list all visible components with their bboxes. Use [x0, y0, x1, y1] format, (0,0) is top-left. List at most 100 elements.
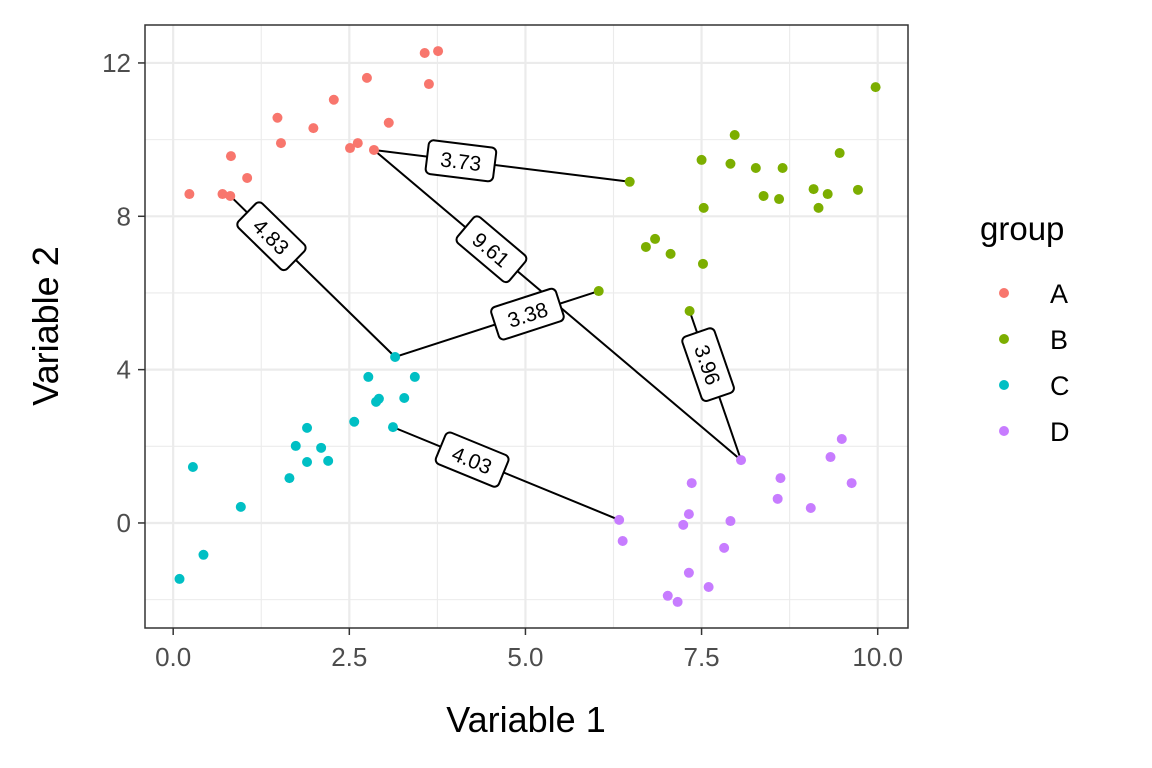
data-point-A — [361, 72, 372, 83]
x-tick-label: 2.5 — [331, 642, 367, 672]
data-point-D — [825, 452, 836, 463]
data-point-C — [387, 422, 398, 433]
data-point-A — [345, 143, 356, 154]
data-point-D — [686, 478, 697, 489]
data-point-D — [772, 493, 783, 504]
legend-label-C: C — [1050, 371, 1070, 401]
data-point-D — [805, 503, 816, 514]
data-point-A — [328, 94, 339, 105]
data-point-A — [217, 189, 228, 200]
data-point-D — [672, 596, 683, 607]
distance-label-box — [490, 287, 565, 341]
distance-label: 3.96 — [681, 327, 735, 402]
data-point-B — [813, 202, 824, 213]
x-tick-label: 0.0 — [155, 642, 191, 672]
data-point-C — [235, 501, 246, 512]
data-point-D — [614, 514, 625, 525]
data-point-C — [284, 473, 295, 484]
distance-label-box — [424, 139, 498, 183]
data-point-C — [174, 573, 185, 584]
legend-key-C — [999, 380, 1009, 390]
panel-border — [144, 24, 909, 629]
data-point-B — [725, 158, 736, 169]
axes: 0.0 2.5 5.0 7.5 10.0 0 4 8 12 — [102, 48, 903, 672]
data-point-C — [399, 392, 410, 403]
x-tick-label: 5.0 — [507, 642, 543, 672]
data-point-D — [725, 516, 736, 527]
x-tick-label: 10.0 — [852, 642, 903, 672]
data-point-C — [187, 461, 198, 472]
y-tick-label: 0 — [117, 508, 131, 538]
data-point-A — [433, 46, 444, 57]
legend-label-A: A — [1050, 279, 1068, 309]
legend-key-D — [999, 426, 1009, 436]
x-tick-label: 7.5 — [683, 642, 719, 672]
data-point-C — [409, 371, 420, 382]
data-point-C — [302, 457, 313, 468]
data-point-A — [275, 138, 286, 149]
distance-segment — [373, 148, 630, 183]
data-point-C — [302, 422, 313, 433]
distance-labels: 3.739.614.833.383.964.03 — [236, 139, 735, 488]
data-point-B — [870, 82, 881, 93]
data-point-D — [683, 509, 694, 520]
data-point-C — [363, 371, 374, 382]
distance-segment — [392, 426, 620, 521]
legend-label-D: D — [1050, 417, 1070, 447]
data-point-A — [225, 190, 236, 201]
data-point-A — [423, 79, 434, 90]
data-point-D — [775, 473, 786, 484]
data-point-B — [698, 202, 709, 213]
y-tick-label: 12 — [102, 48, 131, 78]
data-point-A — [242, 172, 253, 183]
data-point-B — [593, 286, 604, 297]
data-point-A — [419, 47, 430, 58]
data-point-C — [323, 455, 334, 466]
data-point-B — [624, 176, 635, 187]
data-point-C — [316, 442, 327, 453]
data-point-B — [750, 162, 761, 173]
data-point-A — [308, 123, 319, 134]
data-point-D — [617, 535, 628, 546]
data-point-B — [684, 305, 695, 316]
data-point-B — [822, 189, 833, 200]
data-point-B — [729, 130, 740, 141]
data-point-B — [758, 190, 769, 201]
data-point-A — [352, 138, 363, 149]
distance-label-box — [236, 201, 307, 272]
data-point-D — [736, 455, 747, 466]
distance-label-text: 3.73 — [439, 148, 482, 176]
data-point-D — [683, 567, 694, 578]
data-point-B — [640, 241, 651, 252]
y-axis-title: Variable 2 — [25, 246, 66, 405]
y-tick-label: 4 — [117, 355, 131, 385]
distance-label: 3.38 — [490, 287, 565, 341]
data-point-C — [349, 416, 360, 427]
data-point-A — [383, 117, 394, 128]
data-point-B — [650, 233, 661, 244]
legend-key-A — [999, 288, 1009, 298]
data-point-B — [697, 258, 708, 269]
data-point-B — [834, 148, 845, 159]
data-point-C — [290, 440, 301, 451]
data-point-D — [836, 434, 847, 445]
data-point-C — [390, 351, 401, 362]
legend-title: group — [980, 210, 1064, 247]
gridlines — [145, 25, 908, 628]
data-point-D — [662, 590, 673, 601]
data-point-D — [846, 478, 857, 489]
x-axis-title: Variable 1 — [446, 699, 605, 740]
data-point-B — [852, 184, 863, 195]
distance-label: 3.73 — [424, 139, 498, 183]
data-point-C — [198, 549, 209, 560]
data-point-D — [678, 519, 689, 530]
data-point-B — [774, 194, 785, 205]
data-points — [174, 46, 881, 607]
data-point-B — [777, 162, 788, 173]
data-point-A — [184, 189, 195, 200]
y-tick-label: 8 — [117, 201, 131, 231]
distance-label-box — [681, 327, 735, 402]
distance-label-box — [455, 215, 528, 284]
